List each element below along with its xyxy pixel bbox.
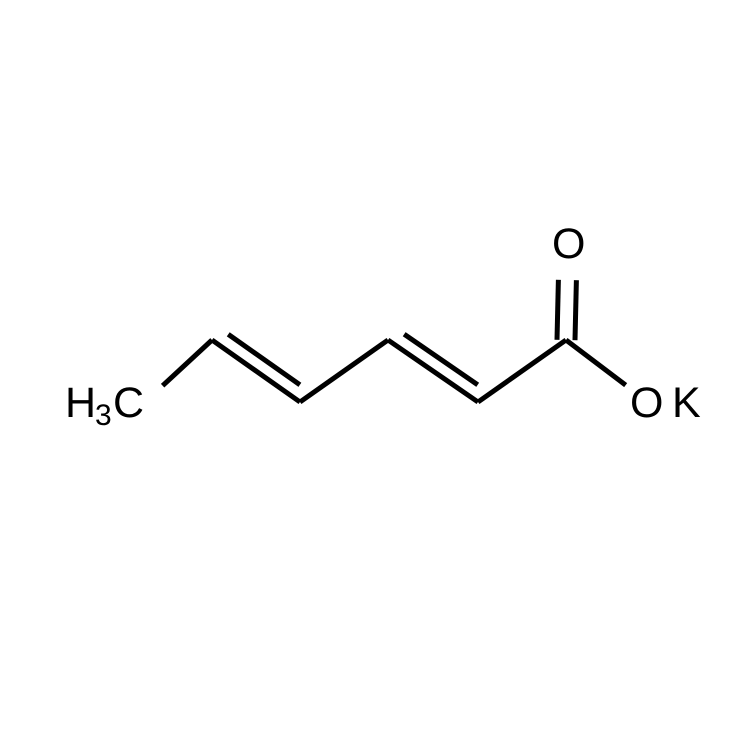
atom-label: K xyxy=(672,379,701,427)
atom-label: C xyxy=(113,379,144,427)
bond-line xyxy=(557,280,558,340)
bond-line xyxy=(575,280,576,340)
atom-label: O xyxy=(552,220,585,268)
bond-line xyxy=(478,340,566,402)
bond-line xyxy=(163,340,212,386)
bond-line xyxy=(566,340,626,385)
atom-label: H xyxy=(65,379,96,427)
atom-label: 3 xyxy=(95,399,112,432)
atom-label: O xyxy=(630,379,663,427)
bond-line xyxy=(212,340,300,402)
molecule-diagram: H3COOK xyxy=(0,0,730,730)
bond-line xyxy=(300,340,388,402)
bond-line xyxy=(388,340,478,402)
